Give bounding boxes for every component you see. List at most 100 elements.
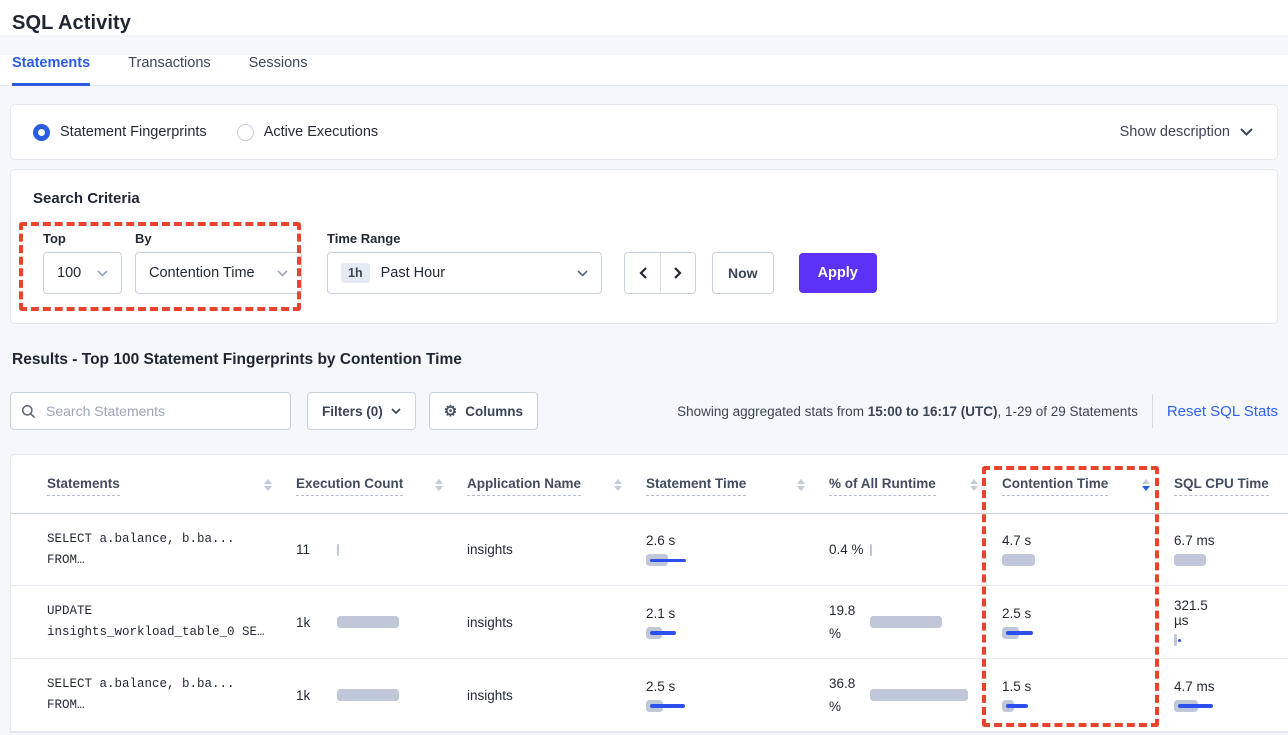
top-value: 100: [57, 265, 82, 281]
filters-label: Filters (0): [322, 403, 383, 419]
table-header-row: Statements Execution Count Application N…: [11, 455, 1288, 514]
application-name-cell: insights: [467, 614, 513, 630]
tabbar: Statements Transactions Sessions: [0, 55, 1288, 86]
top-select[interactable]: 100: [43, 252, 122, 294]
sort-icon: [797, 476, 805, 491]
pct-runtime-cell: 36.8%: [829, 672, 1002, 718]
search-criteria-fields: Top 100 By Contention Time Time Range 1h…: [33, 231, 1253, 294]
column-header-pct-runtime[interactable]: % of All Runtime: [829, 470, 1002, 513]
chevron-down-icon: [97, 269, 108, 277]
previous-time-button[interactable]: [625, 253, 660, 293]
columns-label: Columns: [465, 403, 523, 419]
next-time-button[interactable]: [660, 253, 695, 293]
time-bar-blue: [650, 704, 685, 708]
chevron-down-icon: [577, 269, 588, 277]
results-toolbar: Filters (0) ⚙ Columns Showing aggregated…: [10, 392, 1278, 430]
view-toggle-card: Statement Fingerprints Active Executions…: [10, 104, 1278, 160]
time-range-field: Time Range 1h Past Hour: [327, 231, 602, 294]
count-bar: [337, 616, 399, 628]
contention-time-cell: 4.7 s: [1002, 533, 1174, 566]
search-input[interactable]: [44, 402, 280, 420]
tab-sessions[interactable]: Sessions: [248, 55, 308, 71]
sort-icon-active-desc: [1142, 476, 1150, 491]
tab-transactions[interactable]: Transactions: [128, 55, 211, 71]
column-header-sql-cpu-time[interactable]: SQL CPU Time: [1174, 470, 1288, 513]
statement-link[interactable]: UPDATE insights_workload_table_0 SE…: [47, 604, 265, 639]
chevron-left-icon: [638, 267, 647, 279]
pct-runtime-cell: 19.8%: [829, 599, 1002, 645]
sort-icon: [970, 476, 978, 491]
column-header-execution-count[interactable]: Execution Count: [296, 470, 467, 513]
chevron-down-icon: [1240, 128, 1253, 136]
statement-time-cell: 2.5 s: [646, 679, 829, 712]
show-description-label: Show description: [1119, 124, 1230, 140]
toolbar-right: Showing aggregated stats from 15:00 to 1…: [677, 394, 1278, 428]
radio-statement-fingerprints[interactable]: Statement Fingerprints: [33, 123, 207, 141]
count-bar: [337, 689, 399, 701]
time-range-stepper: [624, 252, 696, 294]
page-title: SQL Activity: [12, 12, 132, 34]
runtime-bar: [870, 689, 968, 701]
apply-button[interactable]: Apply: [798, 253, 877, 293]
time-bar-blue: [1006, 704, 1028, 708]
show-description-toggle[interactable]: Show description: [1120, 124, 1253, 140]
count-bar: [337, 543, 339, 556]
radio-label: Statement Fingerprints: [60, 124, 207, 140]
tab-statements[interactable]: Statements: [12, 55, 91, 86]
sort-icon: [264, 476, 272, 491]
statements-table: Statements Execution Count Application N…: [10, 454, 1288, 733]
time-bar-gray: [1002, 554, 1035, 566]
time-bar-blue: [650, 631, 676, 635]
sort-icon: [614, 476, 622, 491]
chevron-down-icon: [277, 269, 288, 277]
time-bar-gray: [1174, 554, 1206, 566]
statement-link[interactable]: SELECT a.balance, b.ba... FROM…: [47, 531, 235, 567]
search-icon: [21, 404, 36, 418]
time-bar-gray: [1174, 634, 1177, 646]
now-button[interactable]: Now: [712, 252, 774, 294]
pct-runtime-cell: 0.4 %: [829, 538, 1002, 561]
time-bar-blue: [1178, 704, 1213, 708]
top-field: Top 100: [33, 231, 122, 294]
statement-time-cell: 2.6 s: [646, 533, 829, 566]
aggregated-stats-text: Showing aggregated stats from 15:00 to 1…: [677, 403, 1138, 419]
search-criteria-heading: Search Criteria: [33, 190, 140, 207]
radio-unselected-icon: [236, 123, 254, 141]
statement-time-cell: 2.1 s: [646, 606, 829, 639]
time-range-select[interactable]: 1h Past Hour: [327, 252, 602, 294]
by-select[interactable]: Contention Time: [135, 252, 302, 294]
results-heading: Results - Top 100 Statement Fingerprints…: [12, 351, 462, 368]
column-header-application-name[interactable]: Application Name: [467, 470, 646, 513]
filters-button[interactable]: Filters (0): [307, 392, 416, 430]
search-criteria-card: Search Criteria Top 100 By Contention Ti…: [10, 169, 1278, 324]
sql-cpu-time-cell: 4.7 ms: [1174, 679, 1288, 712]
time-bar-blue: [1006, 631, 1033, 635]
vertical-divider: [1151, 394, 1153, 428]
sort-icon: [435, 476, 443, 491]
column-header-contention-time[interactable]: Contention Time: [1002, 470, 1174, 513]
chevron-down-icon: [391, 408, 401, 414]
column-header-statement-time[interactable]: Statement Time: [646, 470, 829, 513]
execution-count-cell: 11: [296, 538, 467, 561]
column-header-statements[interactable]: Statements: [11, 470, 296, 513]
execution-count-cell: 1k: [296, 611, 467, 634]
columns-button[interactable]: ⚙ Columns: [428, 392, 538, 430]
by-field: By Contention Time: [135, 231, 302, 294]
by-value: Contention Time: [149, 265, 255, 281]
application-name-cell: insights: [467, 542, 513, 557]
view-toggle-group: Statement Fingerprints Active Executions: [33, 123, 378, 141]
time-range-label: Time Range: [327, 231, 401, 246]
runtime-bar: [870, 616, 942, 628]
reset-sql-stats-link[interactable]: Reset SQL Stats: [1166, 402, 1278, 420]
chevron-right-icon: [674, 267, 682, 279]
table-row: UPDATE insights_workload_table_0 SE… 1k …: [11, 586, 1288, 659]
search-box: [10, 392, 291, 430]
sql-cpu-time-cell: 321.5 µs: [1174, 598, 1288, 646]
runtime-bar: [870, 543, 872, 556]
application-name-cell: insights: [467, 687, 513, 703]
radio-active-executions[interactable]: Active Executions: [236, 123, 378, 141]
time-range-badge: 1h: [341, 263, 370, 283]
statement-link[interactable]: SELECT a.balance, b.ba... FROM…: [47, 677, 235, 712]
radio-selected-icon: [33, 123, 50, 141]
by-label: By: [135, 231, 152, 246]
